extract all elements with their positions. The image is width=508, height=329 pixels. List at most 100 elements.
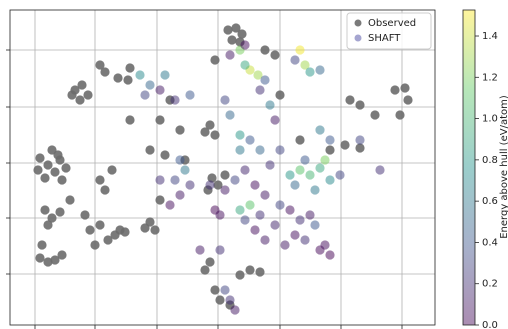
point (305, 170, 315, 180)
plot-background (10, 10, 435, 325)
point (47, 213, 57, 223)
legend-label: Observed (368, 18, 416, 29)
point (77, 80, 87, 90)
legend-marker (354, 34, 362, 42)
point (250, 180, 260, 190)
point (185, 90, 195, 100)
point (57, 175, 67, 185)
point (230, 175, 240, 185)
point (120, 227, 130, 237)
point (207, 173, 217, 183)
point (123, 75, 133, 85)
point (355, 100, 365, 110)
point (320, 240, 330, 250)
point (375, 165, 385, 175)
point (75, 95, 85, 105)
point (235, 270, 245, 280)
point (43, 257, 53, 267)
point (40, 205, 50, 215)
point (65, 195, 75, 205)
point (40, 173, 50, 183)
point (250, 225, 260, 235)
point (113, 73, 123, 83)
point (270, 220, 280, 230)
point (170, 95, 180, 105)
point (55, 207, 65, 217)
point (265, 100, 275, 110)
point (231, 23, 241, 33)
point (325, 250, 335, 260)
point (35, 153, 45, 163)
point (90, 240, 100, 250)
point (285, 205, 295, 215)
point (61, 163, 71, 173)
point (135, 70, 145, 80)
point (400, 83, 410, 93)
point (325, 135, 335, 145)
point (275, 90, 285, 100)
point (215, 245, 225, 255)
point (245, 135, 255, 145)
point (140, 90, 150, 100)
point (300, 235, 310, 245)
point (205, 257, 215, 267)
point (210, 55, 220, 65)
point (355, 135, 365, 145)
point (245, 265, 255, 275)
point (53, 150, 63, 160)
point (200, 127, 210, 137)
point (100, 67, 110, 77)
plot-frame (9, 9, 436, 326)
point (320, 155, 330, 165)
point (260, 45, 270, 55)
colorbar-tick-label: 0.8 (482, 155, 498, 166)
point (125, 63, 135, 73)
point (240, 215, 250, 225)
point (165, 200, 175, 210)
legend-label: SHAFT (368, 33, 401, 44)
point (265, 160, 275, 170)
point (290, 230, 300, 240)
legend-marker (354, 19, 362, 27)
point (245, 200, 255, 210)
point (295, 165, 305, 175)
point (155, 175, 165, 185)
point (160, 150, 170, 160)
point (215, 210, 225, 220)
point (255, 267, 265, 277)
point (253, 70, 263, 80)
point (145, 80, 155, 90)
point (220, 185, 230, 195)
colorbar-tick-label: 1.4 (482, 31, 498, 42)
point (205, 180, 215, 190)
point (50, 167, 60, 177)
point (305, 67, 315, 77)
point (35, 253, 45, 263)
point (240, 40, 250, 50)
point (310, 185, 320, 195)
colorbar-label: Energy above hull (eV/atom) (499, 95, 508, 239)
point (305, 210, 315, 220)
point (175, 190, 185, 200)
point (95, 60, 105, 70)
point (225, 295, 235, 305)
point (390, 85, 400, 95)
point (300, 155, 310, 165)
point (85, 225, 95, 235)
point (285, 170, 295, 180)
point (215, 295, 225, 305)
point (295, 215, 305, 225)
point (140, 223, 150, 233)
point (295, 45, 305, 55)
point (280, 240, 290, 250)
point (225, 110, 235, 120)
colorbar-tick-label: 0.2 (482, 279, 498, 290)
point (403, 95, 413, 105)
point (230, 305, 240, 315)
point (205, 120, 215, 130)
point (80, 210, 90, 220)
point (200, 265, 210, 275)
point (213, 180, 223, 190)
point (300, 60, 310, 70)
legend-box (346, 12, 432, 50)
